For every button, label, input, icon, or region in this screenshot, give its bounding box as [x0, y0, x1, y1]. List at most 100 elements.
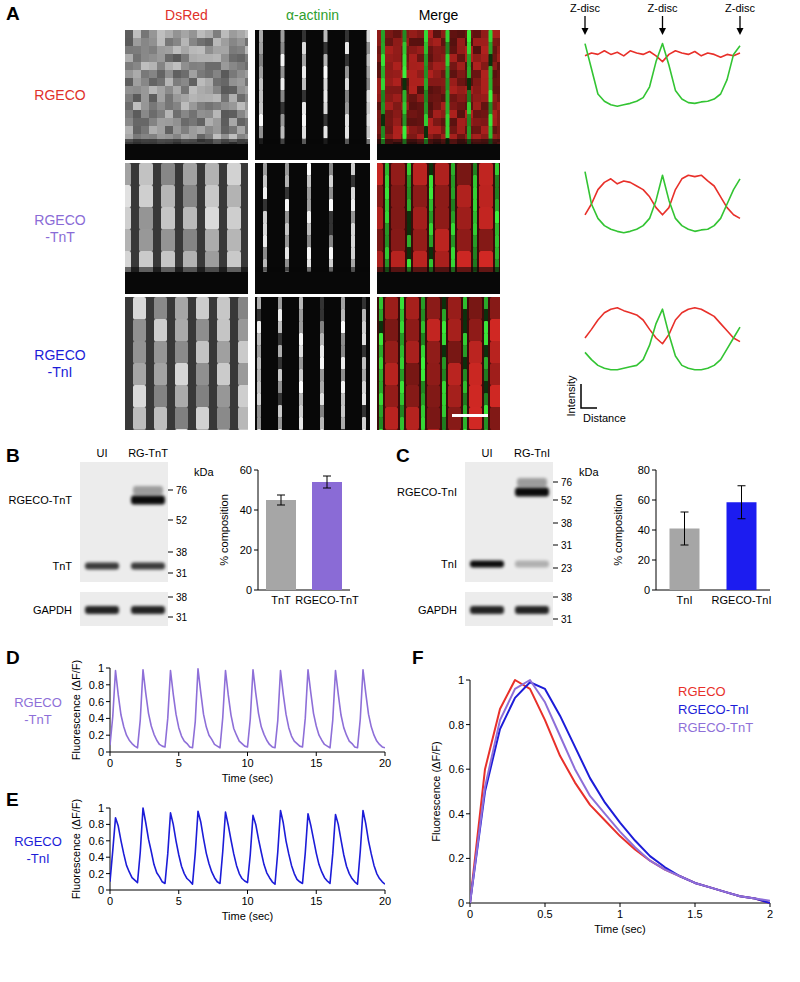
texture [125, 126, 134, 135]
texture [467, 30, 471, 43]
panel-label: B [6, 445, 20, 466]
texture [351, 211, 355, 224]
texture [484, 429, 488, 430]
texture [259, 126, 263, 139]
texture [362, 309, 366, 322]
texture [197, 30, 206, 39]
texture [257, 405, 261, 418]
x-tick-label: 0 [107, 895, 113, 907]
y-tick [106, 890, 110, 891]
texture [451, 187, 455, 200]
texture [449, 78, 458, 87]
texture [481, 110, 490, 119]
texture [221, 78, 230, 87]
texture [189, 70, 198, 79]
texture [324, 102, 328, 115]
texture [367, 54, 371, 67]
texture [473, 62, 482, 71]
y-tick [466, 769, 470, 770]
texture [149, 70, 158, 79]
texture [442, 333, 446, 346]
side-label: -TnI [26, 851, 49, 866]
texture [278, 417, 282, 430]
texture [457, 94, 466, 103]
texture [362, 321, 366, 334]
texture [467, 78, 471, 91]
texture [457, 163, 471, 186]
texture [457, 126, 466, 135]
image-background [377, 163, 500, 294]
texture [229, 126, 238, 135]
image-background [125, 163, 248, 294]
texture [205, 46, 214, 55]
y-tick [254, 590, 258, 591]
texture [490, 297, 500, 320]
x-tick [385, 890, 386, 894]
texture [237, 70, 246, 79]
texture [278, 393, 282, 406]
texture [173, 94, 182, 103]
texture [403, 114, 407, 127]
texture [165, 62, 174, 71]
texture [497, 70, 500, 79]
texture [196, 429, 209, 430]
texture [189, 38, 198, 47]
texture [217, 429, 230, 430]
texture [484, 381, 488, 394]
texture [385, 211, 389, 224]
x-tick-label: 10 [241, 757, 253, 769]
texture [205, 54, 214, 63]
texture [245, 94, 248, 103]
profile-line [585, 175, 740, 218]
texture [407, 187, 411, 200]
texture [149, 110, 158, 119]
texture [424, 66, 428, 79]
x-tick [695, 903, 696, 907]
texture [341, 417, 345, 430]
profile-lines [585, 172, 740, 233]
y-tick [466, 858, 470, 859]
texture [379, 393, 383, 406]
texture [403, 102, 407, 115]
texture [413, 163, 427, 186]
texture [473, 46, 482, 55]
annotation: Z-disc [725, 2, 755, 14]
arrow-head [582, 28, 589, 35]
texture [489, 102, 493, 115]
texture [165, 70, 174, 79]
texture [238, 363, 248, 386]
texture [497, 94, 500, 103]
texture [133, 30, 142, 39]
texture [229, 78, 238, 87]
texture [245, 78, 248, 87]
texture [221, 118, 230, 127]
texture [165, 126, 174, 135]
texture [205, 30, 214, 39]
texture [154, 407, 167, 430]
texture [181, 94, 190, 103]
texture [391, 229, 405, 252]
profile-lines [585, 308, 740, 370]
texture [362, 297, 366, 310]
texture [257, 309, 261, 322]
texture [285, 199, 289, 212]
texture [205, 229, 219, 252]
texture [307, 175, 311, 188]
texture [278, 429, 282, 430]
texture [149, 78, 158, 87]
texture [379, 321, 383, 334]
y-tick [652, 470, 656, 471]
texture [479, 185, 493, 208]
texture [320, 309, 324, 322]
texture [175, 341, 188, 364]
texture [449, 70, 458, 79]
y-tick-label: 1 [458, 674, 464, 686]
texture [490, 363, 500, 386]
texture [133, 118, 142, 127]
texture [227, 163, 241, 186]
texture [285, 211, 289, 224]
y-tick-label: 0.8 [89, 679, 104, 691]
texture [329, 199, 333, 212]
texture [424, 114, 428, 127]
texture [299, 357, 303, 370]
